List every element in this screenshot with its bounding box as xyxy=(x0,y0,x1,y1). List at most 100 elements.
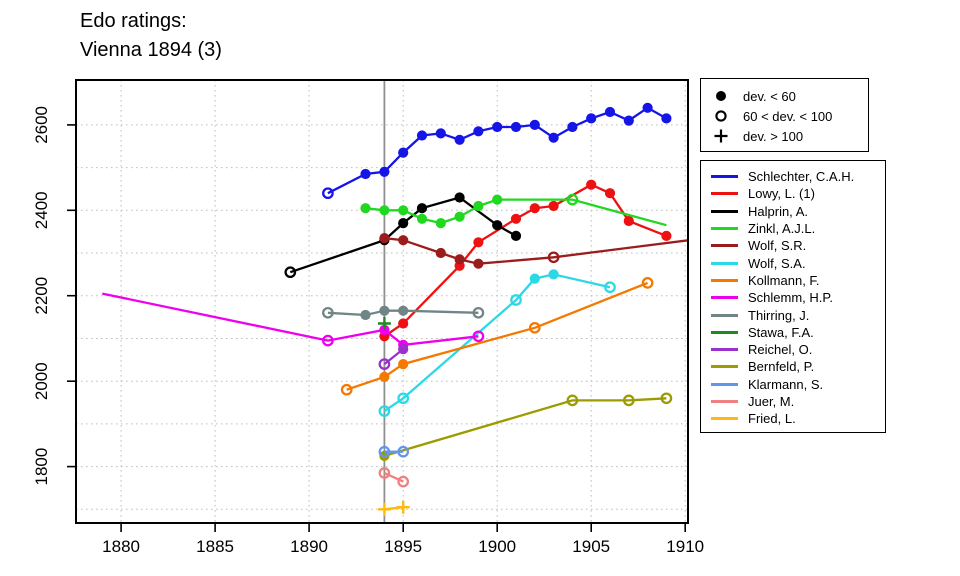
deviation-legend-item: dev. > 100 xyxy=(711,126,864,146)
y-tick-label: 2200 xyxy=(32,277,51,315)
marker-open xyxy=(566,193,579,206)
marker-filled xyxy=(510,213,522,224)
deviation-legend-label: dev. > 100 xyxy=(743,128,804,144)
marker-filled xyxy=(473,200,484,212)
marker-open xyxy=(397,475,410,488)
marker-filled xyxy=(379,305,390,316)
player-name: Reichel, O. xyxy=(748,342,813,358)
player-name: Bernfeld, P. xyxy=(748,359,815,375)
marker-open xyxy=(378,467,391,479)
marker-filled xyxy=(473,126,484,137)
marker-open xyxy=(472,306,485,319)
marker-filled xyxy=(379,166,390,177)
marker-filled xyxy=(416,213,428,224)
player-name: Wolf, S.A. xyxy=(748,255,806,271)
marker-filled xyxy=(454,192,465,203)
player-name: Halprin, A. xyxy=(748,203,808,219)
player-name: Schlechter, C.A.H. xyxy=(748,169,855,185)
marker-open xyxy=(378,445,391,458)
player-color-line xyxy=(711,382,738,386)
marker-filled xyxy=(473,258,484,269)
player-color-line xyxy=(711,209,738,213)
marker-filled xyxy=(416,203,428,214)
marker-open xyxy=(528,321,541,334)
player-name: Stawa, F.A. xyxy=(748,324,814,340)
marker-plus xyxy=(377,502,391,516)
marker-filled xyxy=(510,230,522,241)
series-line-3 xyxy=(365,198,667,227)
player-legend-item: Schlechter, C.A.H. xyxy=(711,168,881,185)
player-legend-item: Wolf, S.R. xyxy=(711,237,881,254)
y-tick-label: 2000 xyxy=(32,362,51,400)
marker-open xyxy=(340,383,353,396)
player-color-line xyxy=(711,400,738,403)
player-name: Zinkl, A.J.L. xyxy=(748,221,816,237)
player-legend-item: Kollmann, F. xyxy=(711,272,881,289)
marker-open xyxy=(322,306,334,319)
player-color-line xyxy=(711,313,738,317)
player-color-line xyxy=(711,417,738,421)
marker-open xyxy=(472,330,485,343)
marker-filled xyxy=(548,269,559,280)
series-line-13 xyxy=(383,471,404,483)
player-legend-item: Halprin, A. xyxy=(711,203,881,220)
marker-filled xyxy=(435,128,446,139)
plus-icon xyxy=(711,127,743,145)
player-color-line xyxy=(711,330,738,334)
player-color-line xyxy=(711,278,738,282)
marker-filled xyxy=(435,218,446,229)
marker-open xyxy=(284,266,297,279)
player-name: Fried, L. xyxy=(748,411,796,427)
player-color-line xyxy=(711,261,738,265)
marker-filled xyxy=(360,168,371,180)
marker-filled xyxy=(398,318,409,329)
marker-filled xyxy=(623,115,634,126)
series-line-4 xyxy=(384,236,688,265)
marker-open xyxy=(622,394,635,407)
marker-filled xyxy=(379,205,390,216)
marker-filled xyxy=(398,235,409,246)
marker-filled xyxy=(416,130,428,141)
marker-plus xyxy=(377,317,391,330)
marker-filled xyxy=(398,147,409,158)
player-name: Kollmann, F. xyxy=(748,272,820,288)
marker-filled xyxy=(379,371,390,382)
y-tick-label: 2400 xyxy=(32,191,51,229)
chart-title-line2: Vienna 1894 (3) xyxy=(80,39,222,61)
deviation-legend: dev. < 60 60 < dev. < 100 dev. > 100 xyxy=(700,78,869,152)
marker-plus xyxy=(396,500,410,514)
player-legend-item: Juer, M. xyxy=(711,393,881,410)
marker-filled xyxy=(548,200,559,212)
player-color-line xyxy=(711,192,738,196)
marker-open xyxy=(397,392,410,405)
marker-filled xyxy=(398,205,409,216)
series-line-11 xyxy=(384,397,667,458)
player-legend: Schlechter, C.A.H. Lowy, L. (1) Halprin, A… xyxy=(700,160,886,434)
marker-open xyxy=(322,334,334,347)
marker-filled xyxy=(398,359,409,370)
marker-open xyxy=(397,445,410,458)
marker-filled xyxy=(661,113,672,124)
x-tick-label: 1885 xyxy=(196,537,234,556)
marker-open xyxy=(378,405,391,417)
marker-filled xyxy=(604,188,616,199)
filled-circle-icon xyxy=(711,87,743,105)
x-tick-label: 1910 xyxy=(666,537,704,556)
marker-filled xyxy=(454,211,465,222)
marker-filled xyxy=(435,247,446,259)
player-name: Lowy, L. (1) xyxy=(748,186,815,202)
player-legend-item: Stawa, F.A. xyxy=(711,324,881,341)
marker-filled xyxy=(454,134,465,145)
player-color-line xyxy=(711,175,738,179)
plot-box xyxy=(75,79,689,524)
marker-filled xyxy=(398,305,409,316)
player-name: Wolf, S.R. xyxy=(748,238,807,254)
marker-filled xyxy=(586,113,597,124)
marker-open xyxy=(510,294,522,306)
marker-filled xyxy=(473,237,484,248)
player-name: Klarmann, S. xyxy=(748,376,824,392)
deviation-legend-label: dev. < 60 xyxy=(743,88,796,104)
